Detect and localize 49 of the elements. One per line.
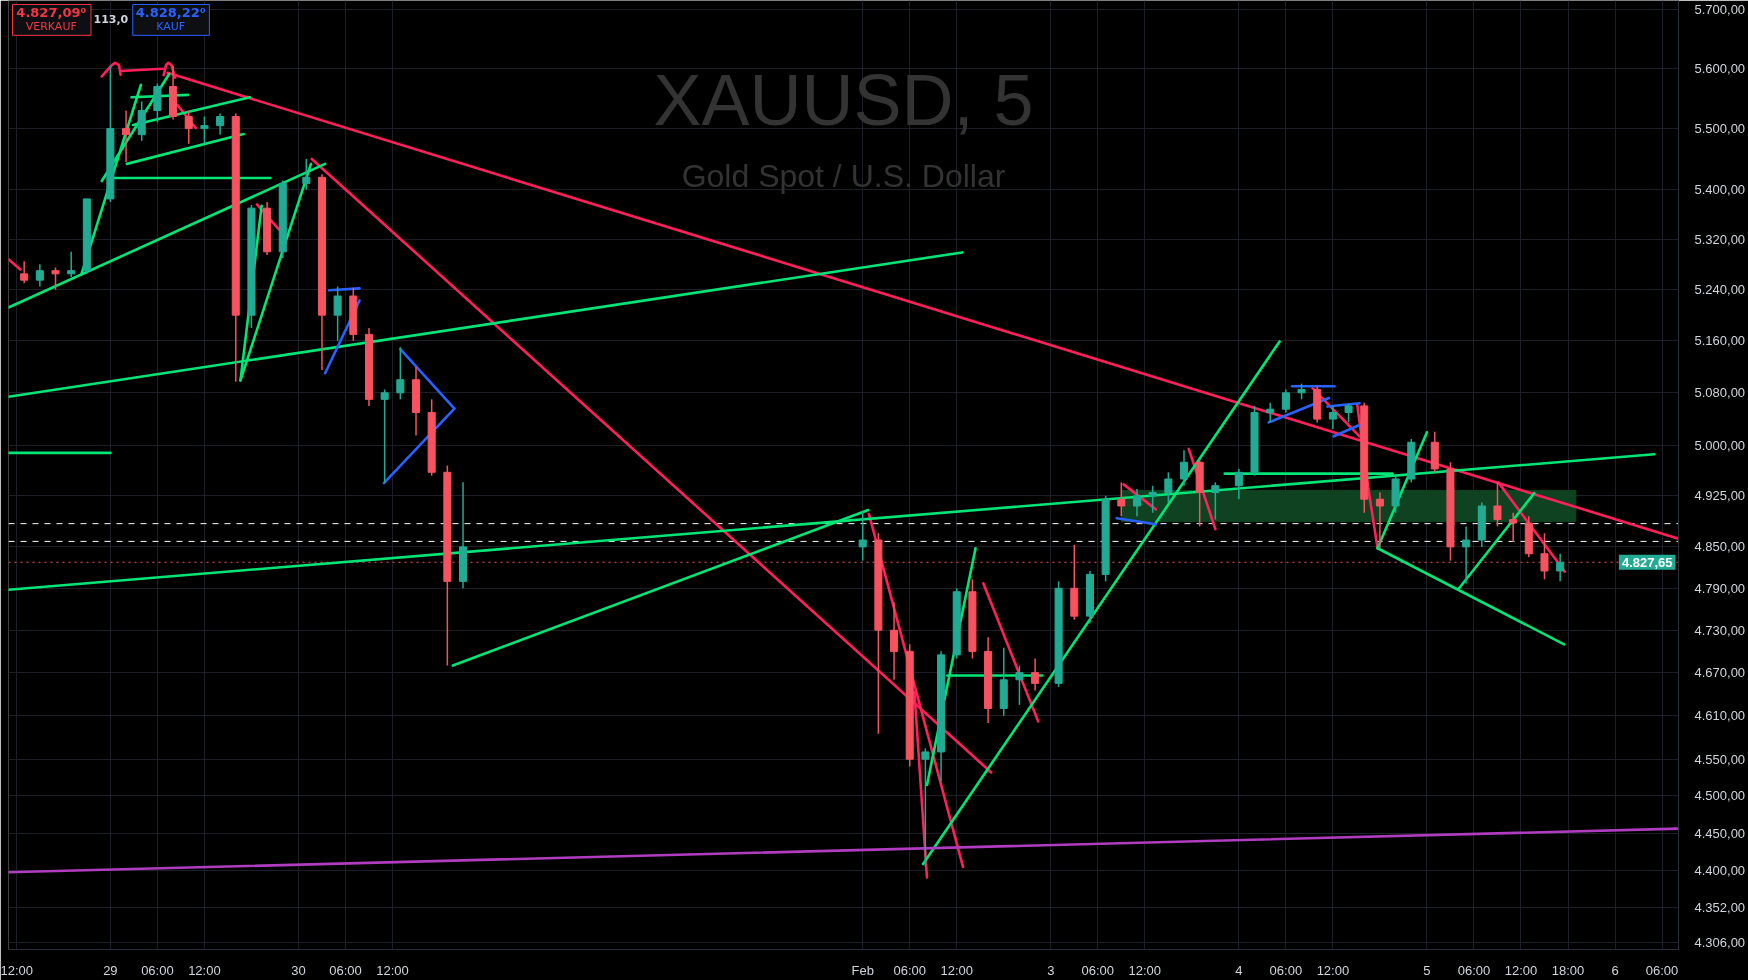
x-tick-label: 06:00	[1457, 962, 1491, 978]
x-tick-label: 12:00	[1504, 962, 1538, 978]
x-tick-label: 12:00	[188, 962, 221, 978]
annotation: 4.827,09⁰	[16, 4, 87, 20]
y-tick-label: 4.670,00	[1694, 665, 1746, 681]
annotation: 4.828,22⁰	[135, 4, 206, 20]
y-tick-label: 4.850,00	[1694, 539, 1746, 555]
annotation: 113,0	[93, 12, 129, 26]
y-tick-label: 5.700,00	[1694, 2, 1746, 18]
x-tick-label: 12:00	[376, 962, 409, 978]
y-tick-label: 4.610,00	[1694, 708, 1746, 724]
x-tick-label: 06:00	[329, 962, 362, 978]
x-tick-label: 18:00	[1551, 962, 1585, 978]
annotation: VERKAUF	[25, 19, 77, 33]
y-tick-label: 5.000,00	[1694, 438, 1746, 454]
y-tick-label: 5.400,00	[1694, 182, 1746, 198]
x-tick-label: 30	[291, 962, 306, 978]
y-tick-label: 4.500,00	[1694, 788, 1746, 804]
x-tick-label: 29	[103, 962, 118, 978]
y-tick-label: 5.160,00	[1694, 333, 1746, 349]
x-tick-label: 6	[1611, 962, 1619, 978]
y-tick-label: 5.240,00	[1694, 282, 1746, 298]
x-tick-label: 12:00	[0, 962, 34, 978]
y-tick-label: 4.306,00	[1694, 935, 1746, 951]
y-tick-label: 4.550,00	[1694, 751, 1746, 767]
y-tick-label: 4.450,00	[1694, 825, 1746, 841]
x-tick-label: 06:00	[141, 962, 174, 978]
x-tick-label: Feb	[851, 962, 874, 978]
y-tick-label: 4.790,00	[1694, 580, 1746, 596]
x-tick-label: 06:00	[893, 962, 926, 978]
ref-line-label: 4.827,65	[1621, 554, 1673, 570]
y-tick-label: 4.925,00	[1694, 488, 1746, 504]
y-tick-label: 4.730,00	[1694, 622, 1746, 638]
y-tick-label: 5.600,00	[1694, 61, 1746, 77]
x-tick-label: 5	[1423, 962, 1431, 978]
x-tick-label: 12:00	[1128, 962, 1162, 978]
x-tick-label: 3	[1047, 962, 1055, 978]
y-tick-label: 5.320,00	[1694, 231, 1746, 247]
x-tick-label: 06:00	[1081, 962, 1115, 978]
annotation: KAUF	[156, 19, 186, 33]
y-tick-label: 4.352,00	[1694, 899, 1746, 915]
x-tick-label: 4	[1235, 962, 1243, 978]
x-tick-label: 12:00	[940, 962, 974, 978]
x-tick-label: 06:00	[1269, 962, 1303, 978]
y-tick-label: 4.400,00	[1694, 863, 1746, 879]
y-tick-label: 5.500,00	[1694, 121, 1746, 137]
x-tick-label: 12:00	[1316, 962, 1350, 978]
x-tick-label: 06:00	[1645, 962, 1679, 978]
y-tick-label: 5.080,00	[1694, 385, 1746, 401]
